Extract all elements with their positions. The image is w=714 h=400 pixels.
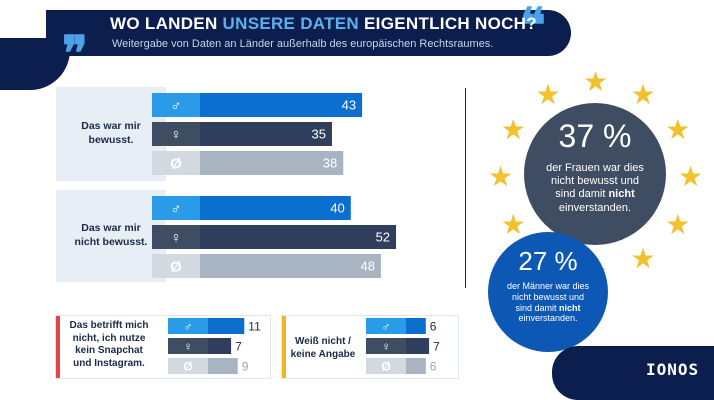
group-label-not-affected: Das betrifft mich nicht, ich nutze kein … [69, 320, 149, 369]
not-affected-value-neutral: 9 [242, 359, 249, 373]
unaware-value-neutral: 48 [360, 259, 374, 274]
star-icon: ★ [630, 78, 656, 110]
no-answer-tab-male [366, 318, 406, 334]
unaware-symbol-female-icon: ♀ [170, 229, 181, 246]
aware-symbol-female-icon: ♀ [170, 126, 181, 143]
men-text-bold: nicht [559, 302, 581, 313]
women-stat-percent: 37 % [558, 118, 632, 154]
no-answer-symbol-male-icon: ♂ [382, 319, 391, 333]
page-title: WO LANDEN UNSERE DATEN EIGENTLICH NOCH? [110, 14, 537, 34]
unaware-value-female: 52 [376, 230, 390, 245]
quote-close-icon: ❝ [520, 0, 546, 54]
no-answer-value-female: 7 [433, 339, 440, 353]
no-answer-value-neutral: 6 [430, 359, 437, 373]
title-part2: EIGENTLICH NOCH? [359, 14, 537, 33]
star-icon: ★ [665, 208, 691, 240]
not-affected-symbol-female-icon: ♀ [184, 339, 193, 353]
unaware-symbol-male-icon: ♂ [170, 200, 181, 217]
aware-tab-female [152, 122, 200, 146]
aware-symbol-male-icon: ♂ [170, 97, 181, 114]
not-affected-tab-male [168, 318, 208, 334]
men-text-1: der Männer war dies nicht bewusst und si… [506, 281, 590, 313]
quote-open-icon: ❞ [62, 26, 88, 82]
unaware-tab-male [152, 196, 200, 220]
ionos-logo: IONOS [646, 360, 700, 379]
not-affected-tab-neutral [168, 358, 208, 374]
not-affected-symbol-neutral-icon: Ø [183, 359, 192, 373]
unaware-bar-female [200, 225, 397, 249]
group-label-no-answer: Weiß nicht / keine Angabe [290, 336, 356, 360]
no-answer-tab-female [366, 338, 406, 354]
star-icon: ★ [500, 208, 526, 240]
women-text-2: einverstanden. [558, 201, 632, 214]
unaware-tab-female [152, 225, 200, 249]
star-icon: ★ [678, 161, 704, 192]
aware-tab-neutral [152, 151, 200, 175]
footer-band [552, 346, 714, 400]
page-subtitle: Weitergabe von Daten an Länder außerhalb… [112, 38, 494, 50]
not-affected-bar-female [208, 338, 232, 354]
group-label-box-unaware: Das war mir nicht bewusst. [56, 190, 166, 282]
star-icon: ★ [583, 66, 609, 97]
group-label-aware: Das war mir bewusst. [81, 120, 141, 146]
no-answer-tab-neutral [366, 358, 406, 374]
men-stat-percent: 27 % [518, 246, 578, 276]
small-box-accent-yellow [282, 316, 286, 378]
aware-symbol-neutral-icon: Ø [170, 155, 182, 172]
no-answer-value-male: 6 [430, 319, 437, 333]
not-affected-symbol-male-icon: ♂ [184, 319, 193, 333]
no-answer-bar-male [406, 318, 426, 334]
group-label-unaware: Das war mir nicht bewusst. [74, 222, 148, 248]
unaware-bar-male [200, 196, 351, 220]
men-stat-text: der Männer war dies nicht bewusst und si… [492, 281, 604, 324]
unaware-bar-neutral [200, 254, 381, 278]
aware-value-female: 35 [311, 127, 325, 142]
header-band [46, 10, 571, 56]
not-affected-value-male: 11 [248, 319, 261, 333]
not-affected-bar-male [208, 318, 245, 334]
aware-bar-female [200, 122, 332, 146]
aware-bar-male [200, 93, 363, 117]
no-answer-symbol-neutral-icon: Ø [381, 359, 390, 373]
not-affected-value-female: 7 [235, 339, 242, 353]
star-icon: ★ [535, 78, 561, 110]
star-icon: ★ [500, 113, 526, 145]
unaware-symbol-neutral-icon: Ø [170, 258, 182, 275]
aware-value-neutral: 38 [323, 156, 337, 171]
women-stat-circle [524, 103, 666, 245]
divider [465, 88, 466, 288]
women-text-1: der Frauen war dies nicht bewusst und si… [546, 162, 644, 201]
aware-tab-male [152, 93, 200, 117]
star-icon: ★ [488, 161, 514, 192]
small-box-accent-red [56, 316, 60, 378]
title-accent: UNSERE DATEN [222, 14, 360, 33]
star-icon: ★ [665, 113, 691, 145]
no-answer-bar-neutral [406, 358, 426, 374]
unaware-value-male: 40 [330, 201, 344, 216]
group-label-box-aware: Das war mir bewusst. [56, 87, 166, 181]
star-icon: ★ [630, 243, 656, 275]
unaware-tab-neutral [152, 254, 200, 278]
no-answer-symbol-female-icon: ♀ [382, 339, 391, 353]
men-text-2: einverstanden. [518, 313, 578, 324]
no-answer-bar-female [406, 338, 430, 354]
men-stat-circle [488, 232, 608, 352]
not-affected-bar-neutral [208, 358, 238, 374]
aware-bar-neutral [200, 151, 344, 175]
title-part1: WO LANDEN [110, 14, 223, 33]
women-stat-text: der Frauen war dies nicht bewusst und si… [530, 162, 660, 215]
women-text-bold: nicht [608, 188, 635, 201]
aware-value-male: 43 [342, 98, 356, 113]
not-affected-tab-female [168, 338, 208, 354]
